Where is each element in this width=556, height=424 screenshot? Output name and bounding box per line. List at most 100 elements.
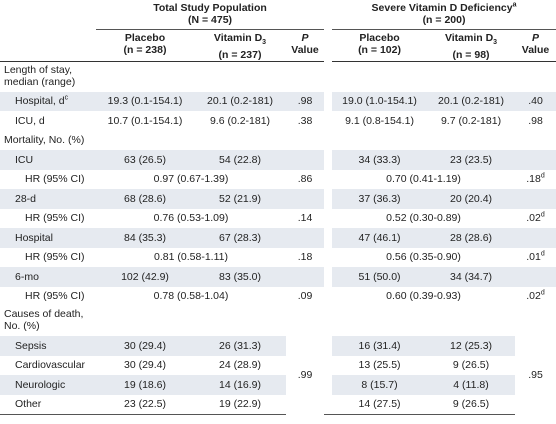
g2-pvalue	[515, 228, 556, 248]
table-row: ICU 63 (26.5) 54 (22.8) 34 (33.3) 23 (23.5)	[0, 150, 556, 170]
table-cell	[515, 306, 556, 336]
g1-vitd-value: 9.6 (0.2-181)	[209, 114, 271, 127]
g2-pvalue: .18d	[526, 172, 545, 186]
table-cell	[324, 91, 333, 112]
row-label: 28-d	[0, 189, 96, 209]
table-cell	[324, 394, 333, 416]
g1-vitd-value: 26 (31.3)	[194, 336, 286, 356]
g2-placebo-value: 37 (36.3)	[332, 189, 428, 209]
g2-pvalue: .02d	[526, 211, 545, 225]
table-cell	[332, 131, 427, 151]
table-cell	[332, 61, 427, 92]
table-cell	[324, 111, 333, 131]
corner-cell	[0, 0, 96, 29]
g1-placebo-value: 23 (22.5)	[96, 394, 194, 416]
table-cell	[194, 61, 286, 92]
table-cell	[286, 61, 324, 92]
g1-vitd-value: 83 (35.0)	[194, 267, 286, 287]
table-cell	[324, 267, 333, 287]
g2-placebo-value: 34 (33.3)	[332, 150, 428, 170]
table-row: 28-d 68 (28.6) 52 (21.9) 37 (36.3) 20 (20.4)	[0, 189, 556, 209]
g1-vitd-value: 52 (21.9)	[194, 189, 286, 209]
table-body: Length of stay, median (range) Hospital, d…	[0, 61, 556, 416]
table-cell	[324, 336, 333, 356]
table-row: HR (95% CI) 0.76 (0.53-1.09) .14 0.52 (0.30…	[0, 208, 556, 229]
table-cell	[96, 61, 194, 92]
row-label: ICU, d	[15, 114, 45, 127]
table-cell	[286, 306, 324, 336]
table-row: Mortality, No. (%)	[0, 130, 556, 151]
g1-pvalue: .98	[286, 91, 325, 112]
hr-label: HR (95% CI)	[25, 173, 85, 186]
g1-placebo-value: 68 (28.6)	[96, 189, 194, 209]
g1-vitd-value: 19 (22.9)	[194, 394, 286, 416]
table-row: Sepsis 30 (29.4) 26 (31.3) .99 16 (31.4) 12 (…	[0, 336, 556, 415]
g1-pvalue	[286, 228, 325, 248]
table-cell	[324, 306, 333, 337]
g1-pvalue: .86	[297, 173, 313, 186]
table-row: HR (95% CI) 0.97 (0.67-1.39) .86 0.70 (0.41…	[0, 169, 556, 190]
g1-pvalue	[286, 267, 325, 287]
table-cell	[324, 169, 333, 190]
table-cell	[324, 375, 333, 395]
table-cell	[194, 131, 286, 151]
g2-pvalue	[515, 267, 556, 287]
g1-placebo-value: 63 (26.5)	[96, 150, 194, 170]
col-g2-vitd: Vitamin D3 (n = 98)	[427, 29, 516, 62]
table-cell	[194, 306, 286, 336]
footnote-marker: d	[540, 211, 545, 219]
g2-vitd-value: 12 (25.3)	[427, 336, 516, 356]
table-row: Length of stay, median (range)	[0, 61, 556, 92]
table-cell	[324, 208, 333, 229]
g2-pvalue	[515, 189, 556, 209]
g1-vitd-value: 14 (16.9)	[194, 375, 286, 395]
g2-placebo-value: 9.1 (0.8-154.1)	[345, 114, 414, 127]
col-g2-placebo: Placebo (n = 102)	[332, 29, 428, 62]
g2-vitd-value: 20.1 (0.2-181)	[427, 91, 516, 112]
table-cell	[286, 131, 324, 151]
g2-vitd-value: 28 (28.6)	[427, 228, 516, 248]
footnote-marker: d	[540, 250, 545, 258]
g1-hr-value: 0.78 (0.58-1.04)	[153, 290, 229, 303]
table-cell	[515, 131, 556, 151]
g2-vitd-value: 23 (23.5)	[427, 150, 516, 170]
g2-placebo-value: 47 (46.1)	[332, 228, 428, 248]
g2-placebo-value: 16 (31.4)	[332, 336, 428, 356]
g2-placebo-value: 8 (15.7)	[332, 375, 428, 395]
g1-pvalue: .09	[297, 290, 313, 303]
table-cell	[324, 355, 333, 376]
g1-placebo-value: 102 (42.9)	[96, 267, 194, 287]
table-row: Causes of death, No. (%)	[0, 306, 556, 337]
col-g1-pvalue: P Value	[286, 29, 325, 62]
g2-pvalue: .98	[528, 114, 543, 127]
table-cell	[324, 286, 333, 307]
table-row: HR (95% CI) 0.78 (0.58-1.04) .09 0.60 (0.39…	[0, 286, 556, 307]
g2-vitd-value: 9 (26.5)	[452, 359, 490, 372]
g2-hr-value: 0.52 (0.30-0.89)	[386, 212, 461, 225]
footnote-marker: d	[540, 172, 545, 180]
g1-hr-value: 0.81 (0.58-1.11)	[154, 251, 228, 264]
g2-pvalue	[515, 150, 556, 170]
g1-causes-pvalue: .99	[286, 336, 325, 415]
g2-vitd-value: 9 (26.5)	[427, 394, 516, 416]
g1-placebo-value: 10.7 (0.1-154.1)	[107, 114, 183, 127]
g1-placebo-value: 84 (35.3)	[96, 228, 194, 248]
table-row: Neurologic 19 (18.6) 14 (16.9) 8 (15.7) 4 (1…	[0, 375, 556, 395]
g2-pvalue: .01d	[526, 250, 545, 264]
section-label: Causes of death, No. (%)	[4, 308, 84, 333]
table-cell	[427, 306, 515, 336]
g1-placebo-value: 30 (29.4)	[123, 359, 167, 372]
section-label: Length of stay, median (range)	[4, 63, 76, 88]
g1-hr-value: 0.97 (0.67-1.39)	[153, 173, 229, 186]
g1-hr-value: 0.76 (0.53-1.09)	[153, 212, 229, 225]
table-row: Cardiovascular 30 (29.4) 24 (28.9) 13 (25.5…	[0, 355, 556, 376]
cause-label: Neurologic	[0, 375, 96, 395]
table-cell	[324, 247, 333, 268]
group-severe-header: Severe Vitamin D Deficiencya (n = 200)	[332, 0, 556, 30]
table-cell	[515, 61, 556, 92]
row-label: Hospital	[0, 228, 96, 248]
cause-label: Cardiovascular	[15, 359, 86, 372]
g2-pvalue: .40	[515, 91, 556, 112]
g1-pvalue	[286, 189, 325, 209]
